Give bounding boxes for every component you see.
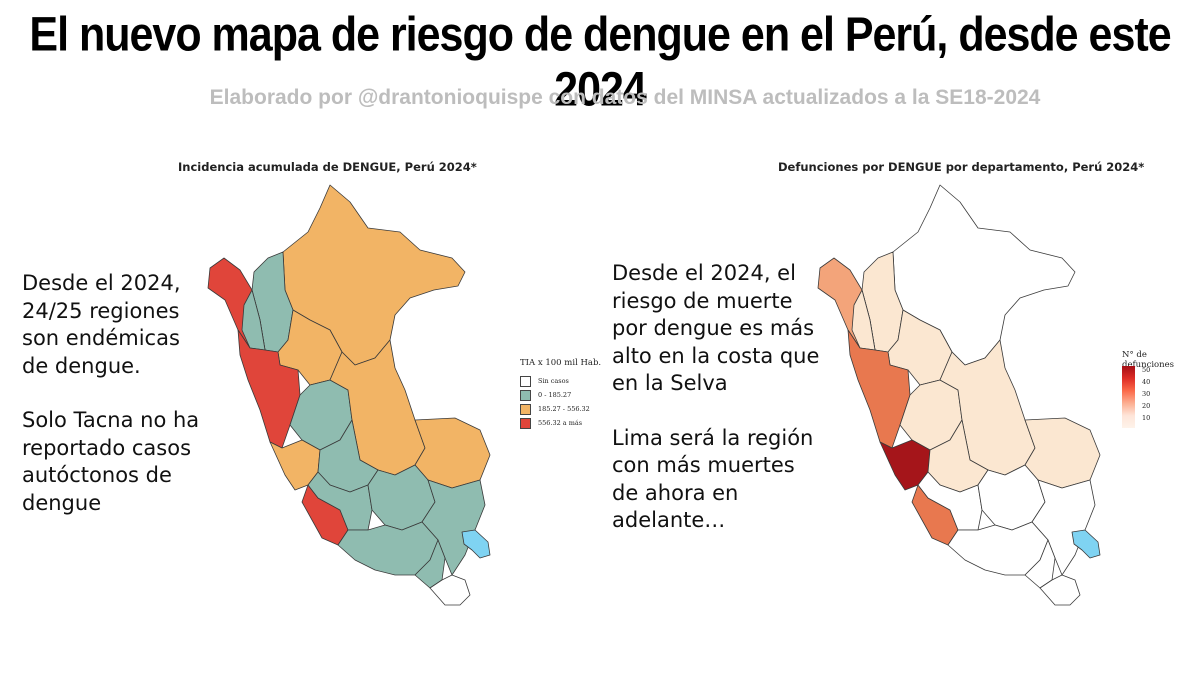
main-title: El nuevo mapa de riesgo de dengue en el … bbox=[29, 8, 1171, 117]
region-puno bbox=[421, 479, 486, 576]
legend-tick: 10 bbox=[1142, 414, 1151, 422]
legend-swatch bbox=[520, 417, 531, 429]
right-map-title: Defunciones por DENGUE por departamento,… bbox=[778, 160, 1145, 174]
left-note-paragraph-2: Solo Tacna no ha reportado casos autócto… bbox=[22, 408, 200, 515]
region-tacna bbox=[429, 574, 471, 606]
legend-label: Sin casos bbox=[538, 377, 569, 385]
right-deaths-map bbox=[817, 184, 1101, 606]
legend-label: 0 - 185.27 bbox=[538, 391, 572, 399]
lake-titicaca bbox=[1071, 529, 1101, 559]
left-note: Desde el 2024, 24/25 regiones son endémi… bbox=[22, 270, 212, 544]
lake-titicaca bbox=[461, 529, 491, 559]
right-note-paragraph-1: Desde el 2024, el riesgo de muerte por d… bbox=[612, 261, 820, 395]
subtitle: Elaborado por @drantonioquispe con datos… bbox=[209, 86, 1041, 109]
left-incidence-map bbox=[207, 184, 491, 606]
legend-tick: 30 bbox=[1142, 390, 1151, 398]
region-tacna bbox=[1039, 574, 1081, 606]
legend-tick: 20 bbox=[1142, 402, 1151, 410]
gradient-bar bbox=[1122, 366, 1135, 428]
left-map-title: Incidencia acumulada de DENGUE, Perú 202… bbox=[178, 160, 477, 174]
left-legend: TIA x 100 mil Hab. Sin casos 0 - 185.27 … bbox=[520, 358, 601, 430]
left-note-paragraph-1: Desde el 2024, 24/25 regiones son endémi… bbox=[22, 271, 181, 378]
right-note: Desde el 2024, el riesgo de muerte por d… bbox=[612, 260, 822, 562]
left-legend-item: 0 - 185.27 bbox=[520, 388, 601, 402]
legend-tick: 50 bbox=[1142, 366, 1151, 374]
left-legend-item: 185.27 - 556.32 bbox=[520, 402, 601, 416]
region-puno bbox=[1031, 479, 1096, 576]
legend-swatch bbox=[520, 389, 531, 401]
legend-label: 185.27 - 556.32 bbox=[538, 405, 590, 413]
right-legend: N° de defunciones 50 40 30 20 10 bbox=[1122, 350, 1200, 432]
right-note-paragraph-2: Lima será la región con más muertes de a… bbox=[612, 425, 814, 533]
left-legend-title: TIA x 100 mil Hab. bbox=[520, 358, 602, 368]
legend-swatch bbox=[520, 403, 531, 415]
left-legend-item: Sin casos bbox=[520, 374, 601, 388]
left-legend-item: 556.32 a más bbox=[520, 416, 601, 430]
legend-label: 556.32 a más bbox=[538, 419, 583, 427]
right-legend-title: N° de defunciones bbox=[1122, 350, 1175, 370]
legend-tick: 40 bbox=[1142, 378, 1151, 386]
legend-swatch bbox=[520, 375, 531, 387]
